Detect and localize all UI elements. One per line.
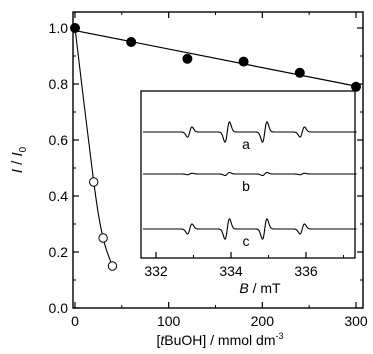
inset-x-ticks: 332 334 336 [144, 252, 344, 279]
series-2-point [98, 233, 108, 243]
y-tick-label: 0.8 [49, 76, 69, 92]
x-tick-label: 300 [344, 313, 368, 329]
series-2-point [107, 261, 118, 271]
series-1-point [126, 37, 137, 47]
series-1-point [294, 67, 305, 78]
x-tick-label: 0 [71, 313, 79, 329]
series-points [70, 23, 361, 271]
inset-x-axis-label: B / mT [239, 280, 281, 296]
y-tick-label: 0.2 [49, 244, 69, 260]
inset-spectrum-label: a [242, 136, 250, 152]
inset-spectrum-b [142, 171, 357, 177]
inset-spectrum-c [142, 218, 357, 240]
y-axis-label: I / I0 [9, 146, 29, 173]
inset-spectrum-label: c [243, 233, 250, 249]
x-axis-ticks: 0 100 200 300 [71, 12, 368, 329]
series-lines [74, 27, 357, 267]
series-2-curve [74, 27, 113, 267]
series-1-fit-line [74, 29, 357, 87]
y-tick-label: 0.6 [49, 132, 69, 148]
series-1-point [351, 81, 361, 92]
y-axis-ticks: 0.0 0.2 0.4 0.6 0.8 1.0 [49, 20, 363, 316]
inset-spectrum-a [142, 121, 357, 143]
plot-frame [72, 11, 364, 309]
x-tick-label: 200 [251, 313, 275, 329]
inset-x-tick-label: 336 [294, 263, 318, 279]
series-1-point [182, 53, 193, 64]
series-2-point [89, 177, 99, 187]
series-1-point [238, 56, 249, 67]
inset-x-tick-label: 332 [144, 263, 168, 279]
series-1-point [70, 23, 80, 33]
inset-x-tick-label: 334 [219, 263, 243, 279]
x-axis-label: [tBuOH] / mmol dm-3 [156, 331, 283, 348]
x-tick-label: 100 [157, 313, 181, 329]
y-tick-label: 1.0 [49, 20, 69, 36]
y-tick-label: 0.4 [49, 188, 69, 204]
y-tick-label: 0.0 [49, 300, 69, 316]
inset-spectrum-label: b [242, 178, 250, 194]
inset-spectra: a b c [142, 121, 357, 249]
